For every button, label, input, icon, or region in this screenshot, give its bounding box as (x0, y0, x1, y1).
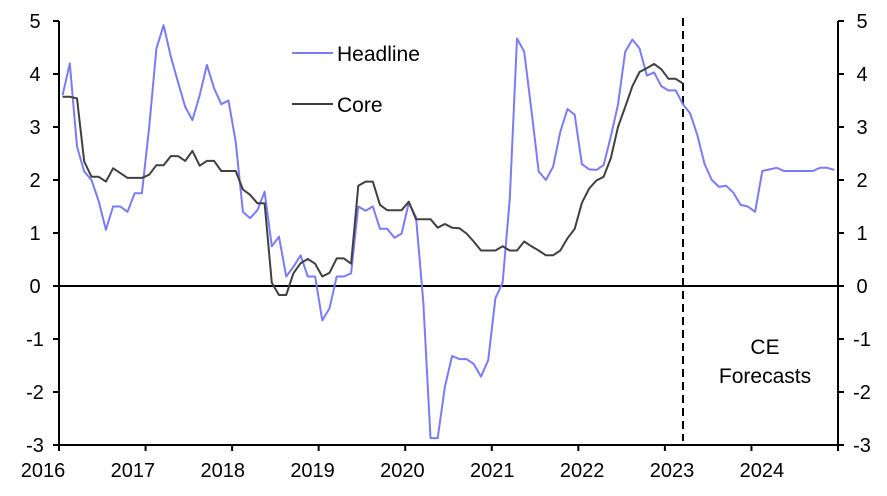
y-tick-label-left: -3 (26, 435, 44, 457)
annotation-line-1: CE (750, 336, 779, 359)
y-tick-label-left: 0 (29, 276, 40, 298)
annotation-line-2: Forecasts (719, 365, 811, 388)
y-tick-label-left: 4 (29, 64, 40, 86)
y-tick-label-left: -1 (26, 329, 44, 351)
legend: Headline Core (292, 43, 420, 117)
series-line-headline (61, 24, 835, 440)
y-tick-label-right: -3 (853, 435, 871, 457)
x-tick-label: 2022 (560, 460, 605, 482)
axes (53, 20, 844, 451)
x-tick-label: 2016 (21, 460, 66, 482)
y-tick-label-right: 1 (856, 223, 867, 245)
tick-labels: -3 -3 -2 -2 -1 -1 0 0 1 1 2 2 3 3 4 4 5 5 2016 2017 2018 2019… (21, 11, 871, 482)
y-tick-label-left: 3 (29, 117, 40, 139)
y-tick-label-left: 2 (29, 170, 40, 192)
y-tick-label-right: 4 (856, 64, 867, 86)
x-tick-label: 2017 (111, 460, 156, 482)
y-tick-label-left: 5 (29, 11, 40, 33)
series-lines (61, 24, 835, 440)
x-tick-label: 2019 (290, 460, 335, 482)
x-tick-label: 2018 (200, 460, 245, 482)
x-tick-label: 2024 (740, 460, 785, 482)
legend-label-headline: Headline (337, 43, 420, 66)
x-tick-label: 2023 (650, 460, 695, 482)
series-line-core (62, 62, 684, 296)
y-tick-label-right: 2 (856, 170, 867, 192)
y-tick-label-left: -2 (26, 382, 44, 404)
y-tick-label-right: -1 (853, 329, 871, 351)
x-tick-label: 2020 (380, 460, 425, 482)
legend-label-core: Core (337, 94, 383, 117)
y-tick-label-right: 3 (856, 117, 867, 139)
y-tick-label-right: 0 (856, 276, 867, 298)
forecast-annotation: CE Forecasts (719, 336, 811, 388)
y-tick-label-right: 5 (856, 11, 867, 33)
y-tick-label-right: -2 (853, 382, 871, 404)
x-tick-label: 2021 (470, 460, 515, 482)
y-tick-label-left: 1 (29, 223, 40, 245)
